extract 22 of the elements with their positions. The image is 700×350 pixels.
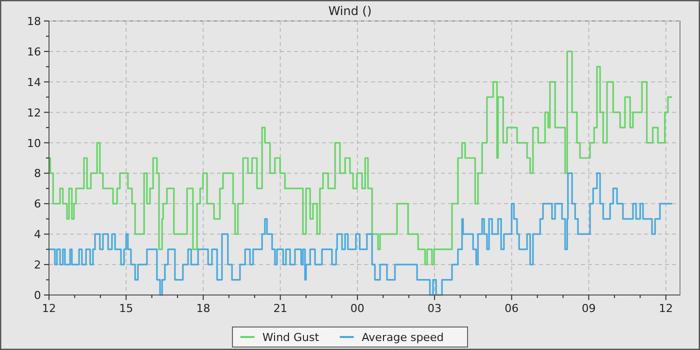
legend-label: Average speed: [362, 331, 444, 344]
x-tick-label: 06: [504, 302, 519, 315]
x-tick-label: 21: [273, 302, 288, 315]
x-tick-label: 18: [196, 302, 210, 315]
x-tick-label: 03: [428, 302, 442, 315]
chart-title: Wind (): [328, 4, 372, 18]
x-tick-label: 00: [350, 302, 364, 315]
x-tick-label: 09: [582, 302, 596, 315]
y-tick-label: 14: [27, 76, 41, 89]
legend-label: Wind Gust: [262, 331, 320, 344]
x-tick-label: 12: [42, 302, 56, 315]
y-tick-label: 16: [27, 45, 41, 58]
y-tick-label: 12: [27, 106, 41, 120]
y-tick-label: 2: [34, 258, 41, 272]
y-tick-label: 6: [34, 198, 41, 211]
x-tick-label: 15: [119, 302, 134, 315]
y-tick-label: 0: [34, 289, 41, 302]
y-tick-label: 8: [34, 167, 41, 180]
y-tick-label: 10: [27, 136, 41, 150]
y-tick-label: 4: [34, 228, 41, 242]
y-tick-label: 18: [27, 15, 41, 28]
x-tick-label: 12: [658, 302, 673, 315]
